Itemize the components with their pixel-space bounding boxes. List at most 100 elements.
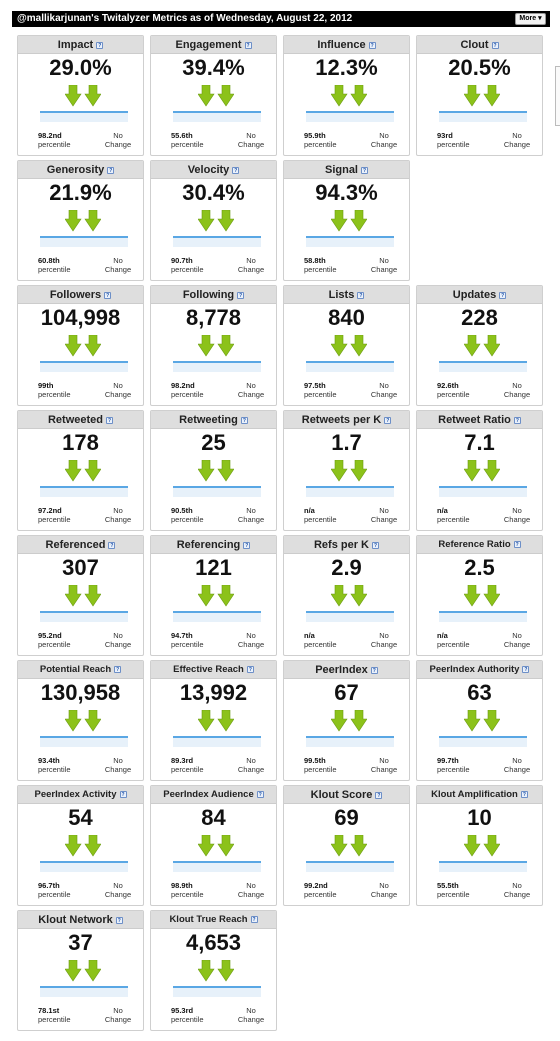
percentile-text: 95.2nd percentile (38, 631, 71, 649)
percentile-value: n/a (304, 506, 315, 515)
change-line-2: Change (370, 640, 398, 649)
change-text: No Change (233, 256, 269, 274)
help-icon[interactable]: ? (240, 417, 248, 424)
help-icon[interactable]: ? (370, 667, 378, 674)
double-down-arrow-icon (198, 335, 234, 357)
help-icon[interactable]: ? (520, 791, 528, 798)
percentile-value: 78.1st (38, 1006, 60, 1015)
help-icon[interactable]: ? (108, 542, 116, 549)
help-icon[interactable]: ? (513, 541, 521, 548)
metric-title: Impact? (18, 36, 143, 54)
side-widget-edge (555, 66, 560, 126)
percentile-text: 60.8th percentile (38, 256, 71, 274)
metric-title: Followers? (18, 286, 143, 304)
metric-value: 104,998 (40, 305, 121, 330)
change-line-2: Change (104, 140, 132, 149)
percentile-word: percentile (38, 515, 71, 524)
help-icon[interactable]: ? (246, 666, 254, 673)
percentile-word: percentile (171, 1015, 204, 1024)
metric-title: Effective Reach? (151, 661, 276, 679)
change-text: No Change (100, 1006, 136, 1024)
change-line-1: No (379, 131, 389, 140)
change-text: No Change (366, 506, 402, 524)
percentile-text: 95.3rd percentile (171, 1006, 204, 1024)
change-line-1: No (379, 381, 389, 390)
metric-card: Retweets per K? 1.7 n/a percentile No Change (283, 410, 410, 531)
help-icon[interactable]: ? (375, 792, 383, 799)
metric-card: Klout Amplification? 10 55.5th percentile No… (416, 785, 543, 906)
help-icon[interactable]: ? (237, 292, 245, 299)
percentile-text: n/a percentile (304, 631, 337, 649)
percentile-word: percentile (437, 890, 470, 899)
help-icon[interactable]: ? (115, 917, 123, 924)
metric-value: 84 (201, 805, 226, 830)
metric-label: Referenced (45, 539, 106, 551)
change-line-2: Change (237, 1015, 265, 1024)
help-icon[interactable]: ? (256, 791, 264, 798)
help-icon[interactable]: ? (119, 791, 127, 798)
help-icon[interactable]: ? (232, 167, 240, 174)
double-down-arrow-icon (65, 835, 101, 857)
change-text: No Change (100, 881, 136, 899)
double-down-arrow-icon (65, 460, 101, 482)
metric-label: Retweet Ratio (438, 414, 511, 426)
change-line-2: Change (237, 140, 265, 149)
help-icon[interactable]: ? (357, 292, 365, 299)
help-icon[interactable]: ? (491, 42, 499, 49)
help-icon[interactable]: ? (372, 542, 380, 549)
percentile-word: percentile (437, 640, 470, 649)
help-icon[interactable]: ? (384, 417, 392, 424)
help-icon[interactable]: ? (361, 167, 368, 174)
page-header: @mallikarjunan's Twitalyzer Metrics as o… (12, 11, 550, 27)
help-icon[interactable]: ? (104, 292, 112, 299)
metric-title: Klout Network? (18, 911, 143, 929)
help-icon[interactable]: ? (114, 666, 122, 673)
metric-title: Klout True Reach? (151, 911, 276, 929)
metric-card: Impact? 29.0% 98.2nd percentile No Change (17, 35, 144, 156)
metric-title: Velocity? (151, 161, 276, 179)
help-icon[interactable]: ? (243, 542, 251, 549)
help-icon[interactable]: ? (499, 292, 507, 299)
help-icon[interactable]: ? (513, 417, 521, 424)
metric-title: Generosity? (18, 161, 143, 179)
change-text: No Change (233, 506, 269, 524)
metric-label: Effective Reach (173, 664, 244, 675)
trend-sparkline (306, 861, 394, 872)
metric-value: 20.5% (448, 55, 511, 80)
percentile-text: 98.9th percentile (171, 881, 204, 899)
metric-title: Updates? (417, 286, 542, 304)
metric-title: Klout Amplification? (417, 786, 542, 804)
percentile-text: 55.5th percentile (437, 881, 470, 899)
metric-label: PeerIndex Audience (163, 789, 254, 800)
more-menu-button[interactable]: More ▾ (515, 13, 546, 25)
metric-value: 307 (62, 555, 99, 580)
change-text: No Change (366, 881, 402, 899)
help-icon[interactable]: ? (368, 42, 376, 49)
help-icon[interactable]: ? (522, 666, 530, 673)
percentile-word: percentile (304, 140, 337, 149)
change-line-2: Change (503, 515, 531, 524)
metric-card: Lists? 840 97.5th percentile No Change (283, 285, 410, 406)
percentile-word: percentile (437, 140, 470, 149)
change-line-1: No (113, 631, 123, 640)
percentile-value: n/a (304, 631, 315, 640)
metric-title: Retweeting? (151, 411, 276, 429)
metric-label: Refs per K (313, 539, 370, 551)
metric-label: PeerIndex Authority (429, 664, 520, 675)
metric-label: Reference Ratio (438, 539, 511, 550)
metric-value: 30.4% (182, 180, 245, 205)
metric-card: Generosity? 21.9% 60.8th percentile No Change (17, 160, 144, 281)
double-down-arrow-icon (464, 460, 500, 482)
metric-value: 2.5 (464, 555, 495, 580)
change-text: No Change (233, 131, 269, 149)
help-icon[interactable]: ? (244, 42, 252, 49)
trend-sparkline (439, 486, 527, 497)
help-icon[interactable]: ? (250, 916, 258, 923)
metric-label: Following (182, 289, 235, 301)
double-down-arrow-icon (198, 960, 234, 982)
help-icon[interactable]: ? (106, 417, 114, 424)
double-down-arrow-icon (464, 835, 500, 857)
help-icon[interactable]: ? (107, 167, 115, 174)
help-icon[interactable]: ? (96, 42, 104, 49)
double-down-arrow-icon (198, 85, 234, 107)
